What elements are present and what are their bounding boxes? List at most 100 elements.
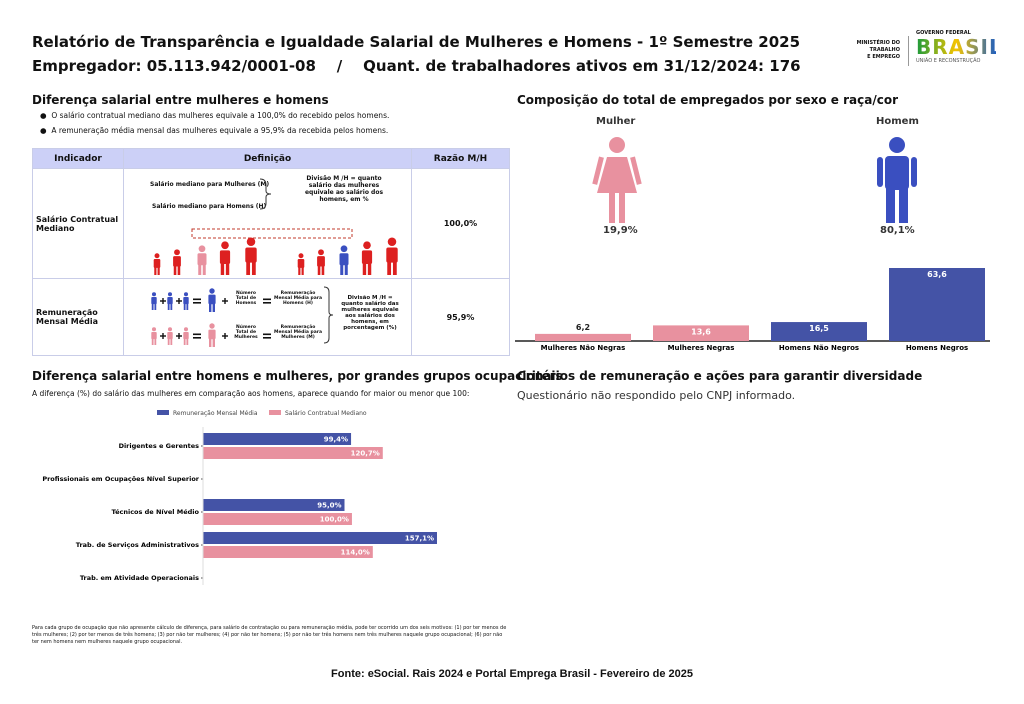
y-tick-label: Técnicos de Nível Médio — [112, 508, 200, 516]
leg — [154, 338, 157, 345]
leg — [186, 303, 189, 310]
value-label: 114,0% — [341, 549, 370, 557]
leg — [154, 267, 157, 275]
section-title: Critérios de remuneração e ações para ga… — [517, 369, 923, 383]
women-label: Mulher — [596, 116, 636, 127]
woman-icon — [592, 137, 642, 223]
def-note: Divisão M /H = quanto salário das mulher… — [304, 175, 384, 203]
definition: Número Total de Homens Remuneração Mensa… — [123, 278, 412, 356]
leg — [151, 303, 154, 310]
leg — [154, 303, 157, 310]
definition: Salário mediano para Mulheres (M) Salári… — [123, 168, 412, 279]
body — [183, 296, 189, 305]
leg — [392, 261, 397, 275]
leg — [367, 263, 372, 275]
bar — [203, 546, 373, 558]
head — [167, 292, 173, 297]
leg — [183, 338, 186, 345]
footer: Fonte: eSocial. Rais 2024 e Portal Empre… — [331, 668, 693, 680]
leg — [340, 264, 344, 275]
head — [151, 292, 157, 297]
leg — [225, 263, 230, 275]
bar — [203, 433, 352, 445]
bar — [535, 333, 631, 341]
def-label: Salário mediano para Homens (H) — [152, 203, 267, 210]
person-icon — [173, 249, 181, 275]
section-title: Diferença salarial entre homens e mulher… — [32, 369, 563, 383]
table-row: Salário Contratual Mediano Salário media… — [32, 168, 510, 279]
head — [154, 253, 160, 259]
def-label: Salário mediano para Mulheres (M) — [150, 181, 270, 188]
plus-sign — [162, 298, 164, 304]
ratio: 100,0% — [411, 168, 510, 279]
value-label: 13,6 — [691, 327, 711, 336]
bar — [203, 447, 383, 459]
body — [183, 331, 189, 340]
head — [318, 249, 324, 256]
bar — [203, 513, 352, 525]
person-icon — [183, 292, 189, 310]
head — [221, 241, 229, 250]
equals-sign — [263, 333, 271, 336]
leg — [186, 338, 189, 345]
men-share: 80,1% — [880, 225, 915, 236]
def-label: Número Total de Mulheres — [234, 325, 258, 340]
leg — [212, 303, 215, 312]
x-tick-label: Homens Negros — [906, 344, 968, 352]
head — [174, 249, 180, 256]
leg — [212, 338, 215, 347]
person-icon — [151, 327, 157, 345]
equals-sign — [263, 337, 271, 339]
brand: BRASIL — [916, 35, 1003, 59]
head — [183, 292, 189, 297]
leg — [173, 265, 177, 275]
pictograms — [592, 137, 917, 223]
x-tick-label: Mulheres Negras — [668, 344, 735, 352]
equals-sign — [193, 298, 201, 301]
head — [340, 245, 348, 253]
bullet: ● A remuneração média mensal das mulhere… — [40, 126, 389, 135]
row-illustration — [153, 178, 398, 275]
x-tick-label: Mulheres Não Negras — [541, 344, 626, 352]
leg — [170, 303, 173, 310]
equals-sign — [263, 302, 271, 304]
head — [209, 323, 215, 329]
ratio: 95,9% — [411, 278, 510, 356]
body — [208, 294, 216, 305]
leg — [362, 263, 367, 275]
section-title: Composição do total de empregados por se… — [517, 93, 899, 107]
person-icon — [297, 253, 305, 275]
leg — [298, 267, 301, 275]
person-icon — [317, 249, 325, 275]
row-illustration — [151, 286, 334, 347]
legend-swatch — [157, 410, 169, 415]
leg — [220, 263, 225, 275]
table-header: Indicador Definição Razão M/H — [32, 148, 510, 169]
person-icon — [167, 327, 173, 345]
bar — [889, 268, 985, 341]
person-icon — [153, 253, 161, 275]
leg — [167, 303, 170, 310]
leg — [177, 265, 181, 275]
person-icon — [386, 237, 398, 275]
equals-sign — [193, 302, 201, 304]
ministry-line: E EMPREGO — [867, 54, 900, 60]
value-label: 16,5 — [809, 324, 829, 333]
value-label: 63,6 — [927, 270, 947, 279]
dashed-box — [191, 228, 353, 239]
leg — [387, 261, 392, 275]
ministry-line: TRABALHO — [869, 47, 900, 53]
head — [246, 237, 256, 247]
leg — [301, 267, 304, 275]
leg — [251, 261, 256, 275]
body — [151, 331, 157, 340]
equals-sign — [193, 333, 201, 336]
leg — [209, 338, 212, 347]
plus-sign — [224, 333, 226, 339]
leg — [167, 338, 170, 345]
person-icon — [361, 241, 373, 275]
person-icon — [197, 245, 207, 275]
header-cell: Definição — [123, 148, 412, 169]
head — [151, 327, 157, 332]
criteria-text: Questionário não respondido pelo CNPJ in… — [517, 389, 796, 402]
